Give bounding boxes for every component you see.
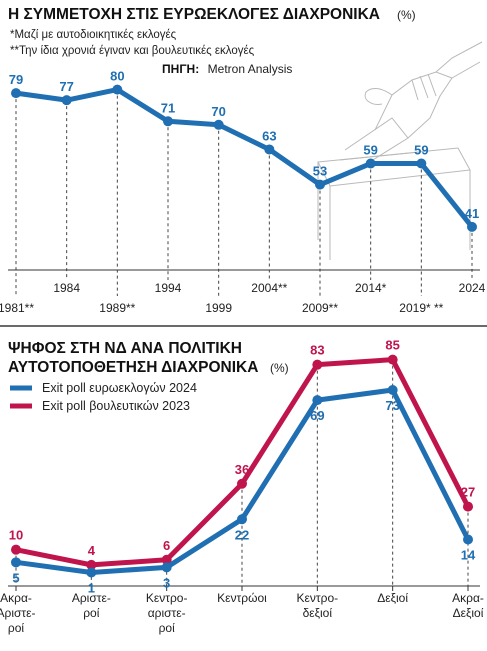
x-tick-αριστεροί: Αριστε-ροί [72,591,111,620]
data-label-1999: 70 [211,104,225,119]
point-national-2023-αριστεροί [86,559,97,570]
data-label-1989: 80 [110,69,124,84]
x-tick-2004: 2004** [251,281,287,295]
data-point-1989 [112,84,123,95]
chart1-note-1: *Μαζί με αυτοδιοικητικές εκλογές [10,29,177,41]
label-euro-2024-κεντρο-αριστεροί: 3 [163,575,170,590]
label-national-2023-ακρα-αριστεροί: 10 [9,528,23,543]
label-euro-2024-ακρα-δεξιοί: 14 [461,548,476,563]
chart2-x-axis [8,585,480,591]
label-euro-2024-κεντρο-δεξιοί: 69 [310,408,324,423]
data-label-2024: 41 [465,206,479,221]
chart2-data-labels: 10 5 4 1 6 3 36 22 83 69 85 73 27 14 [9,338,476,596]
chart1-guide-lines [15,89,473,296]
data-label-2009: 53 [313,164,327,179]
x-tick-κεντρο-αριστεροί: Κεντρο-αριστε-ροί [146,591,188,635]
x-tick-2009: 2009** [302,301,338,315]
label-euro-2024-κεντρώοι: 22 [235,527,249,542]
chart2-unit: (%) [270,361,289,375]
chart2-series-lines [11,354,473,578]
chart1-tick-labels: 1981** 1984 1989** 1994 1999 2004** 2009** 2014… [0,281,486,315]
x-tick-1981: 1981** [0,301,34,315]
data-label-1994: 71 [161,100,175,115]
legend-label-national-2023: Exit poll βουλευτικών 2023 [42,399,190,413]
chart1-title: Η ΣΥΜΜΕΤΟΧΗ ΣΤΙΣ ΕΥΡΩΕΚΛΟΓΕΣ ΔΙΑΧΡΟΝΙΚΑ [8,6,380,23]
point-national-2023-κεντρο-αριστεροί [161,554,172,565]
label-euro-2024-ακρα-αριστεροί: 5 [12,570,19,585]
point-euro-2024-ακρα-αριστεροί [11,557,21,568]
data-point-2014 [365,158,376,169]
x-tick-κεντρώοι: Κεντρώοι [217,591,267,605]
chart2-title-line-1: ΨΗΦΟΣ ΣΤΗ ΝΔ ΑΝΑ ΠΟΛΙΤΙΚΗ [8,340,242,357]
chart1-note-2: **Την ίδια χρονιά έγιναν και βουλευτικές… [10,45,255,57]
data-label-1981: 79 [9,72,23,87]
x-tick-1994: 1994 [155,281,182,295]
label-national-2023-κεντρώοι: 36 [235,462,249,477]
point-euro-2024-ακρα-δεξιοί [463,534,473,545]
data-label-2014: 59 [363,143,377,158]
x-tick-1984: 1984 [53,281,80,295]
source-label: ΠΗΓΗ: [162,62,199,76]
data-point-1999 [213,119,224,130]
data-point-2004 [264,144,275,155]
point-national-2023-ακρα-δεξιοί [463,501,473,512]
data-label-1984: 77 [59,79,73,94]
label-euro-2024-αριστεροί: 1 [88,580,95,595]
data-point-2009 [315,179,325,190]
point-euro-2024-κεντρο-δεξιοί [312,395,323,406]
x-tick-2019: 2019* ** [399,301,443,315]
x-tick-2024: 2024 [459,281,486,295]
x-tick-ακρα-αριστεροί: Ακρα-Αριστε-ροί [0,591,36,635]
data-point-1981 [11,88,21,99]
x-tick-2014: 2014* [355,281,387,295]
x-tick-κεντρο-δεξιοί: Κεντρο-δεξιοί [297,591,339,620]
data-point-2019 [416,158,427,169]
label-euro-2024-δεξιοί: 73 [385,398,399,413]
label-national-2023-δεξιοί: 85 [385,338,399,353]
chart1-data-labels: 79 77 80 71 70 63 53 59 59 41 [9,69,479,221]
data-point-1994 [163,116,173,127]
point-national-2023-ακρα-αριστεροί [11,544,21,555]
point-euro-2024-κεντρο-αριστεροί [161,562,172,573]
x-tick-δεξιοί: Δεξιοί [377,591,408,605]
chart1-unit: (%) [397,8,416,22]
point-euro-2024-κεντρώοι [237,514,247,525]
source-name: Metron Analysis [208,62,293,76]
data-point-2024 [467,221,477,232]
ballot-box-icon [317,41,483,260]
chart1-series-line [11,84,477,232]
chart1-source: ΠΗΓΗ: Metron Analysis [162,60,292,77]
label-national-2023-κεντρο-αριστεροί: 6 [163,538,170,553]
chart2-title-line-2: ΑΥΤΟΤΟΠΟΘΕΤΗΣΗ ΔΙΑΧΡΟΝΙΚΑ [8,359,258,376]
point-euro-2024-αριστεροί [86,567,97,578]
data-point-1984 [61,95,72,106]
label-national-2023-ακρα-δεξιοί: 27 [461,485,475,500]
legend-label-euro-2024: Exit poll ευρωεκλογών 2024 [42,381,197,395]
x-tick-1999: 1999 [205,301,232,315]
x-tick-1989: 1989** [99,301,135,315]
data-label-2019: 59 [414,143,428,158]
chart2-tick-labels: Ακρα-Αριστε-ροί Αριστε-ροί Κεντρο-αριστε-ρ… [0,591,484,635]
point-national-2023-κεντρώοι [237,478,247,489]
point-national-2023-κεντρο-δεξιοί [312,359,323,370]
point-euro-2024-δεξιοί [387,385,398,396]
x-tick-ακρα-δεξιοί: Ακρα-Δεξιοί [452,591,484,620]
label-national-2023-κεντρο-δεξιοί: 83 [310,343,324,358]
data-label-2004: 63 [262,128,276,143]
turnout-line [13,87,475,230]
chart2-legend: Exit poll ευρωεκλογών 2024 Exit poll βου… [10,381,197,413]
label-national-2023-αριστεροί: 4 [88,543,96,558]
point-national-2023-δεξιοί [387,354,398,365]
